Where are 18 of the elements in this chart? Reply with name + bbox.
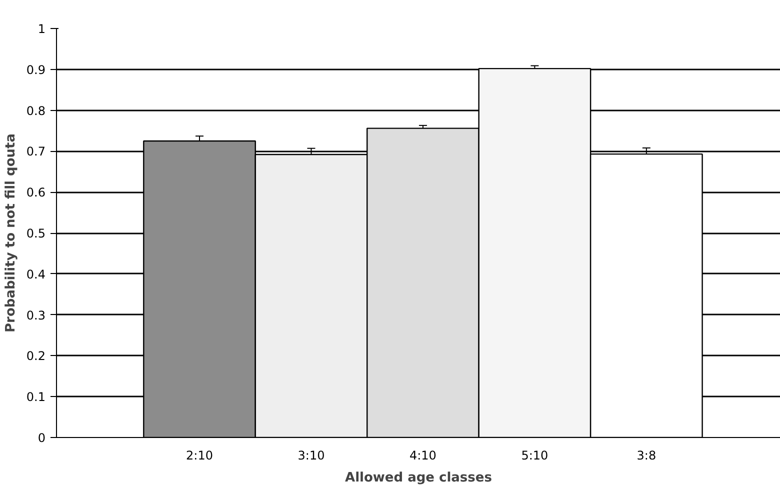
- y-tick-label: 0.3: [26, 308, 46, 322]
- x-tick-label: 3:10: [298, 448, 325, 462]
- y-tick-label: 0.1: [26, 390, 46, 404]
- y-tick-label: 0.4: [26, 267, 46, 282]
- y-tick-label: 0.2: [26, 349, 46, 364]
- y-tick-label: 1: [38, 22, 46, 36]
- y-tick-label: 0: [38, 431, 46, 445]
- x-axis-title: Allowed age classes: [345, 470, 492, 486]
- y-tick-label: 0.6: [26, 186, 46, 200]
- x-tick-label: 5:10: [521, 448, 548, 462]
- x-tick-label: 4:10: [409, 448, 436, 462]
- y-axis-title: Probability to not fill qouta: [3, 133, 18, 332]
- x-tick-label: 3:8: [636, 448, 656, 462]
- y-tick-label: 0.8: [26, 104, 46, 118]
- y-tick-label: 0.9: [26, 62, 46, 77]
- y-tick-label: 0.5: [26, 226, 46, 240]
- y-tick-label: 0.7: [26, 144, 46, 159]
- x-tick-label: 2:10: [186, 448, 213, 462]
